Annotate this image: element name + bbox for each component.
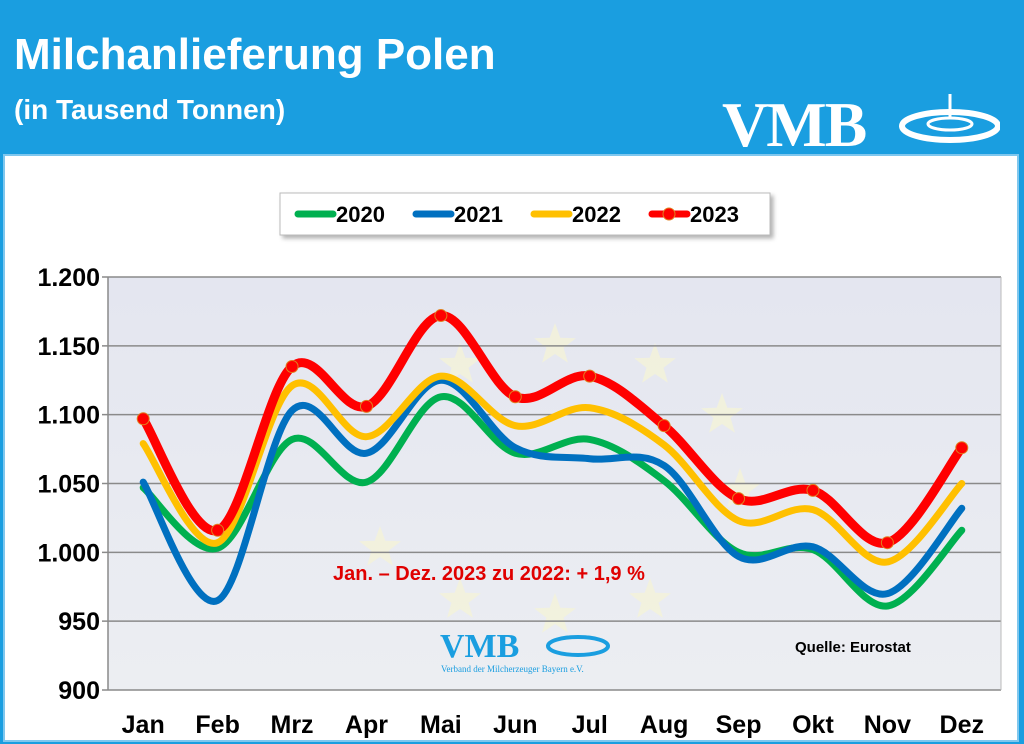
y-tick-label: 900 (58, 677, 100, 705)
data-point-2023 (806, 483, 820, 497)
x-tick-label: Aug (640, 711, 689, 739)
data-point-2023 (285, 359, 299, 373)
x-tick-label: Jun (493, 711, 537, 739)
annotation: Jan. – Dez. 2023 zu 2022: + 1,9 % (333, 563, 645, 585)
star-icon (634, 343, 676, 383)
star-icon (629, 578, 671, 618)
header: Milchanlieferung Polen (in Tausend Tonne… (0, 0, 1024, 160)
data-point-2023 (657, 419, 671, 433)
svg-text:VMB: VMB (440, 628, 519, 665)
x-tick-label: Mrz (271, 711, 314, 739)
data-point-2023 (583, 369, 597, 383)
x-tick-label: Jan (122, 711, 165, 739)
legend: 2020 2021 2022 2023 (279, 192, 771, 236)
svg-text:Verband der Milcherzeuger Baye: Verband der Milcherzeuger Bayern e.V. (441, 664, 584, 674)
x-tick-label: Nov (864, 711, 911, 739)
watermark-logo: VMB Verband der Milcherzeuger Bayern e.V… (440, 628, 610, 674)
eu-stars-watermark (359, 323, 761, 633)
x-tick-label: Apr (345, 711, 388, 739)
legend-label-2020: 2020 (336, 202, 385, 227)
legend-marker-icon (662, 207, 676, 221)
vmb-logo: VMB (722, 88, 1000, 162)
legend-label-2022: 2022 (572, 202, 621, 227)
y-tick-label: 1.050 (37, 471, 100, 499)
y-tick-label: 1.200 (37, 264, 100, 292)
y-tick-label: 1.150 (37, 333, 100, 361)
data-point-2023 (955, 441, 969, 455)
x-tick-label: Okt (792, 711, 834, 739)
source-label: Quelle: Eurostat (795, 639, 911, 656)
star-icon (439, 343, 481, 383)
legend-label-2021: 2021 (454, 202, 503, 227)
star-icon (359, 526, 401, 566)
x-tick-label: Feb (195, 711, 239, 739)
x-tick-label: Mai (420, 711, 462, 739)
star-icon (534, 323, 576, 363)
data-point-2023 (508, 390, 522, 404)
legend-label-2023: 2023 (690, 202, 739, 227)
x-tick-label: Dez (940, 711, 984, 739)
x-tick-label: Jul (572, 711, 608, 739)
data-point-2023 (732, 492, 746, 506)
y-tick-label: 1.100 (37, 402, 100, 430)
data-point-2023 (880, 536, 894, 550)
y-tick-label: 1.000 (37, 539, 100, 567)
vmb-logo-swirl-icon (899, 94, 1000, 143)
data-point-2023 (359, 399, 373, 413)
star-icon (534, 593, 576, 633)
data-point-2023 (136, 412, 150, 426)
star-icon (719, 468, 761, 508)
star-icon (701, 393, 743, 433)
x-tick-label: Sep (716, 711, 762, 739)
y-tick-label: 950 (58, 608, 100, 636)
star-icon (439, 578, 481, 618)
data-point-2023 (211, 523, 225, 537)
page-subtitle: (in Tausend Tonnen) (14, 94, 286, 125)
page-title: Milchanlieferung Polen (14, 30, 496, 79)
data-point-2023 (434, 309, 448, 323)
series-line-2021 (139, 376, 966, 605)
series-line-2022 (139, 372, 966, 566)
